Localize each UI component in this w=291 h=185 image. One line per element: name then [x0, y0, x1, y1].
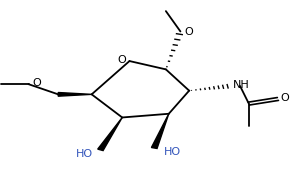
- Polygon shape: [98, 117, 122, 151]
- Text: HO: HO: [76, 149, 93, 159]
- Text: O: O: [32, 78, 41, 88]
- Polygon shape: [58, 92, 92, 96]
- Text: O: O: [281, 93, 289, 103]
- Text: HO: HO: [164, 147, 181, 157]
- Text: O: O: [118, 55, 127, 65]
- Text: NH: NH: [233, 80, 249, 90]
- Text: O: O: [185, 27, 194, 37]
- Polygon shape: [151, 114, 169, 149]
